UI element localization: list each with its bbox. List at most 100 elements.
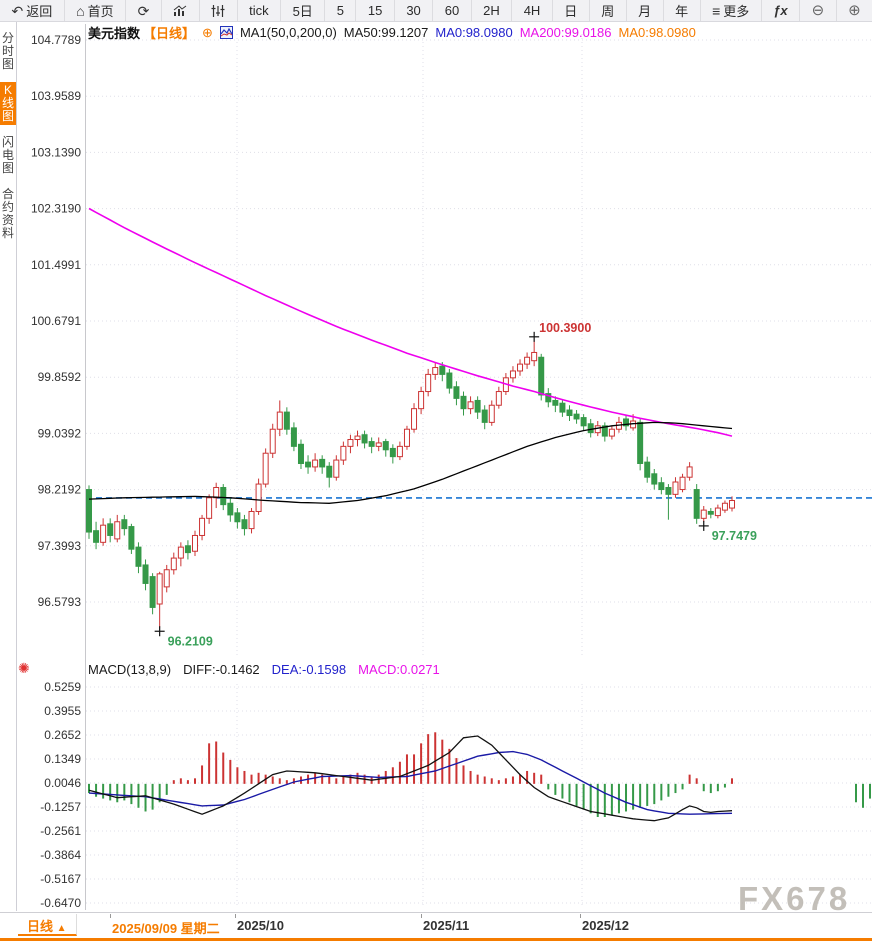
bar-chart-button[interactable] (162, 0, 200, 21)
macd-axis-label: -0.1257 (40, 800, 81, 814)
candle (679, 476, 686, 491)
top-toolbar: ↶ 返回 ⌂ 首页 ⟳ tick 5日 5 15 30 60 2H 4H 日周月年 ≡ 更多 ƒx ⊖ ⊕ (0, 0, 872, 22)
period-selector[interactable]: 日线 ▲ (18, 914, 77, 936)
interval-day-button[interactable]: 日 (553, 0, 590, 21)
candle (170, 557, 177, 571)
toolbar-label: 60 (444, 3, 460, 18)
candle (453, 386, 460, 399)
candle (651, 473, 658, 485)
candle (700, 509, 707, 519)
refresh-icon: ⟳ (137, 2, 150, 19)
zoom-in-button[interactable]: ⊕ (837, 0, 872, 21)
macd-axis-label: 0.2652 (44, 728, 81, 742)
candle (333, 459, 340, 478)
indicator-settings-icon[interactable]: ✺ (18, 660, 30, 676)
candle (693, 489, 700, 519)
interval-year-button[interactable]: 年 (664, 0, 701, 21)
candle (368, 441, 375, 447)
symbol-name: 美元指数 (88, 26, 141, 41)
candle (460, 395, 467, 410)
candle (637, 421, 644, 465)
toolbar-label: 15 (367, 3, 383, 18)
candle (488, 404, 495, 423)
fx-icon: ƒx (773, 3, 788, 18)
toolbar-label: 返回 (26, 4, 53, 19)
candle (467, 401, 474, 410)
sidebar-item-char: 电 (1, 148, 14, 162)
candle (396, 445, 403, 458)
high-price-annotation: 100.3900 (539, 321, 591, 335)
price-axis-label: 102.3190 (31, 202, 81, 216)
candle (206, 497, 213, 519)
menu-icon: ≡ (712, 2, 721, 19)
candle (446, 372, 453, 389)
candle (432, 367, 439, 375)
sidebar-item-char: 约 (1, 200, 14, 214)
zoom-out-button[interactable]: ⊖ (800, 0, 837, 21)
interval-month-button[interactable]: 月 (627, 0, 664, 21)
interval-5-button[interactable]: 5 (325, 0, 357, 21)
candle (580, 417, 587, 427)
macd-axis-label: 0.5259 (44, 680, 81, 694)
candle (389, 447, 396, 458)
sidebar-item-char: 时 (1, 44, 14, 58)
candle (545, 393, 552, 403)
sidebar-item-合约资料[interactable]: 合约资料 (0, 186, 16, 242)
interval-60-button[interactable]: 60 (433, 0, 472, 21)
more-button[interactable]: ≡ 更多 (701, 0, 762, 21)
interval-tick-button[interactable]: tick (238, 0, 282, 21)
candle (128, 526, 135, 550)
bar-chart-icon (173, 4, 187, 17)
sidebar-item-char: 图 (1, 161, 14, 175)
price-axis-label: 96.5793 (38, 595, 82, 609)
candle (658, 482, 665, 491)
interval-2h-button[interactable]: 2H (472, 0, 513, 21)
candle (538, 356, 545, 396)
bottom-bar: 日线 ▲ 2025/09/09 星期二 2025/10 2025/11 2025/12 (0, 912, 872, 941)
macd-axis-label: 0.0046 (44, 776, 81, 790)
sidebar-item-char: 闪 (1, 135, 14, 149)
candle (566, 409, 573, 417)
candle (107, 523, 114, 536)
macd-diff-value: DIFF:-0.1462 (183, 662, 260, 677)
sidebar-item-char: 料 (1, 226, 14, 240)
candle (156, 573, 163, 605)
macd-axis-label: 0.1349 (44, 752, 81, 766)
sidebar-item-分时图[interactable]: 分时图 (0, 30, 16, 73)
interval-4h-button[interactable]: 4H (512, 0, 553, 21)
candle (290, 427, 297, 447)
macd-axis-label: -0.5167 (40, 872, 81, 886)
toolbar-label: 周 (601, 4, 615, 19)
sidebar-item-char: 线 (1, 96, 14, 110)
candle (234, 512, 241, 523)
ma50-line (88, 421, 733, 504)
home-button[interactable]: ⌂ 首页 (65, 0, 127, 21)
interval-5d-button[interactable]: 5日 (281, 0, 326, 21)
interval-30-button[interactable]: 30 (395, 0, 434, 21)
candle (297, 443, 304, 465)
candle (213, 486, 220, 499)
candle (283, 411, 290, 430)
candle (411, 408, 418, 430)
macd-dea-line (88, 750, 733, 815)
candle (418, 391, 425, 410)
candle (474, 399, 481, 413)
interval-week-button[interactable]: 周 (590, 0, 627, 21)
ma0-orange-value: MA0:98.0980 (618, 25, 696, 40)
price-axis-label: 103.9589 (31, 89, 81, 103)
candlestick-chart-button[interactable] (200, 0, 238, 21)
candle (524, 356, 531, 365)
candle (347, 439, 354, 447)
interval-15-button[interactable]: 15 (356, 0, 395, 21)
sidebar-item-char: 资 (1, 213, 14, 227)
add-icon[interactable]: ⊕ (202, 25, 213, 40)
back-button[interactable]: ↶ 返回 (0, 0, 65, 21)
candle (375, 442, 382, 447)
indicators-fx-button[interactable]: ƒx (762, 0, 801, 21)
refresh-button[interactable]: ⟳ (126, 0, 162, 21)
sidebar-item-闪电图[interactable]: 闪电图 (0, 134, 16, 177)
toolbar-label: 2H (483, 3, 500, 18)
x-axis-date-label: 2025/12 (582, 918, 629, 933)
